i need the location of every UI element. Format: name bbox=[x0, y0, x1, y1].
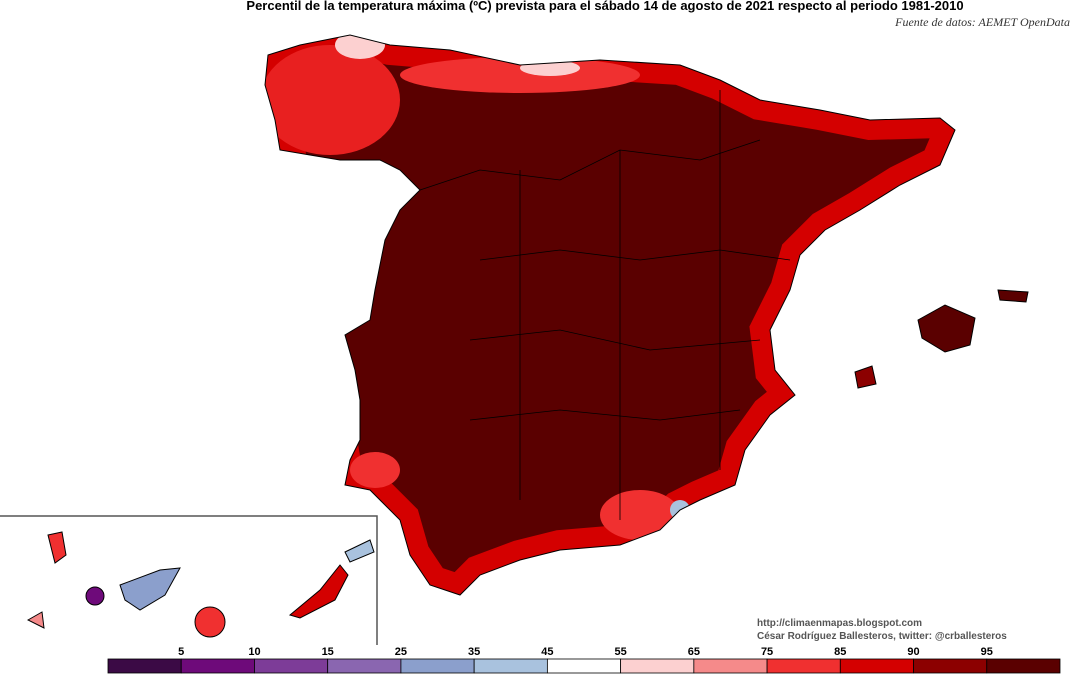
legend-tick-label: 65 bbox=[688, 646, 700, 658]
credit-line: http://climaenmapas.blogspot.com bbox=[757, 618, 922, 629]
legend-swatch bbox=[986, 658, 1061, 674]
huelva-coast bbox=[350, 452, 400, 488]
island bbox=[47, 531, 67, 564]
map-title: Percentil de la temperatura máxima (ºC) … bbox=[246, 0, 963, 13]
legend-tick-label: 5 bbox=[178, 646, 184, 658]
legend-swatch bbox=[473, 658, 548, 674]
legend-tick-label: 75 bbox=[761, 646, 773, 658]
legend-swatch bbox=[546, 658, 622, 674]
legend-swatch bbox=[693, 658, 768, 674]
granada-coast bbox=[600, 490, 680, 540]
credit-line: César Rodríguez Ballesteros, twitter: @c… bbox=[757, 631, 1007, 642]
legend-tick-label: 95 bbox=[981, 646, 993, 658]
legend-swatch bbox=[766, 658, 841, 674]
legend-swatch bbox=[107, 658, 182, 674]
island bbox=[26, 611, 45, 629]
island bbox=[288, 564, 349, 619]
island bbox=[119, 567, 181, 611]
legend-swatch bbox=[254, 658, 329, 674]
legend-tick-label: 90 bbox=[907, 646, 919, 658]
legend-tick-label: 10 bbox=[248, 646, 260, 658]
legend-tick-label: 25 bbox=[395, 646, 407, 658]
mallorca bbox=[917, 304, 976, 353]
province-borders bbox=[419, 90, 791, 520]
color-legend: 5 10 15 25 35 45 55 65 75 85 90 95 bbox=[107, 646, 1061, 674]
data-source: Fuente de datos: AEMET OpenData bbox=[894, 15, 1070, 29]
legend-tick-label: 15 bbox=[322, 646, 334, 658]
legend-swatch bbox=[913, 658, 988, 674]
ibiza bbox=[854, 365, 877, 389]
cold-spot bbox=[335, 35, 385, 59]
legend-tick-label: 45 bbox=[541, 646, 553, 658]
legend-swatch bbox=[400, 658, 475, 674]
galicia-region bbox=[265, 45, 400, 155]
canary-inset bbox=[0, 515, 378, 645]
legend-tick-label: 55 bbox=[614, 646, 626, 658]
legend-swatch bbox=[839, 658, 914, 674]
spain-map bbox=[264, 34, 1029, 596]
credits: http://climaenmapas.blogspot.com César Ro… bbox=[757, 618, 1007, 642]
legend-swatch bbox=[180, 658, 255, 674]
island bbox=[85, 586, 105, 606]
island bbox=[194, 606, 226, 638]
cantabrian-region bbox=[400, 57, 640, 93]
legend-tick-label: 85 bbox=[834, 646, 846, 658]
cold-spot bbox=[520, 60, 580, 76]
legend-swatch bbox=[620, 658, 695, 674]
island bbox=[344, 539, 375, 563]
legend-tick-label: 35 bbox=[468, 646, 480, 658]
legend-swatch bbox=[327, 658, 402, 674]
menorca bbox=[997, 289, 1029, 303]
